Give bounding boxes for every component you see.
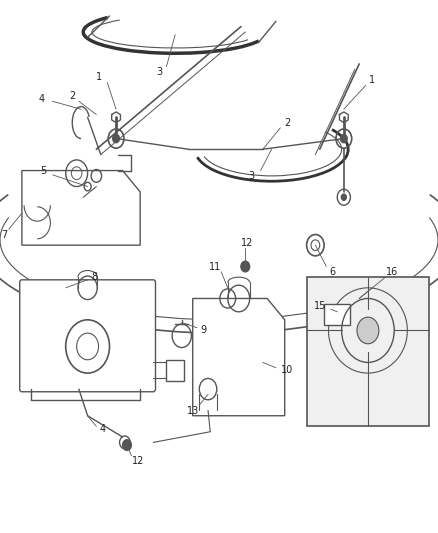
Circle shape <box>341 194 346 200</box>
Text: 15: 15 <box>314 302 326 311</box>
Text: 16: 16 <box>386 267 398 277</box>
Text: 5: 5 <box>41 166 47 175</box>
Polygon shape <box>193 298 285 416</box>
Bar <box>324 304 350 325</box>
Polygon shape <box>307 277 429 426</box>
Circle shape <box>113 134 120 143</box>
Circle shape <box>123 440 131 450</box>
Text: 10: 10 <box>281 366 293 375</box>
Text: 4: 4 <box>100 424 106 434</box>
Text: 2: 2 <box>69 91 75 101</box>
Bar <box>166 360 184 381</box>
Text: 2: 2 <box>284 118 290 127</box>
Text: 12: 12 <box>132 456 144 466</box>
Circle shape <box>241 261 250 272</box>
Circle shape <box>357 317 379 344</box>
Text: 8: 8 <box>91 272 97 282</box>
Text: 11: 11 <box>208 262 221 271</box>
Text: 1: 1 <box>369 75 375 85</box>
Text: 4: 4 <box>39 94 45 103</box>
Text: 13: 13 <box>187 407 199 416</box>
Text: 1: 1 <box>95 72 102 82</box>
Text: 6: 6 <box>330 267 336 277</box>
Text: 7: 7 <box>1 230 7 239</box>
Circle shape <box>340 134 347 143</box>
Text: 9: 9 <box>201 326 207 335</box>
Polygon shape <box>22 171 140 245</box>
Text: 3: 3 <box>249 171 255 181</box>
Text: 12: 12 <box>241 238 254 247</box>
FancyBboxPatch shape <box>20 280 155 392</box>
Text: 3: 3 <box>157 67 163 77</box>
